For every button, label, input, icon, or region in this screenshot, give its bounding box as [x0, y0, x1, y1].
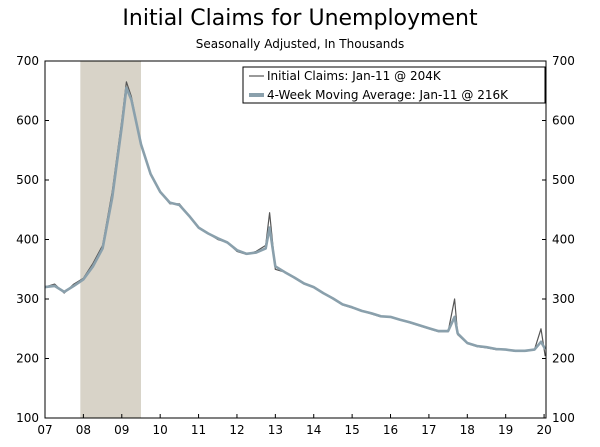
x-tick-label: 10 [153, 423, 168, 437]
x-tick-label: 14 [306, 423, 321, 437]
x-tick-label: 20 [536, 423, 551, 437]
y-tick-label-right: 700 [552, 54, 575, 68]
y-tick-label-right: 600 [552, 114, 575, 128]
x-tick-label: 19 [498, 423, 513, 437]
y-tick-label-right: 400 [552, 233, 575, 247]
recession-shading [80, 61, 141, 418]
x-tick-label: 15 [344, 423, 359, 437]
series-line-moving-average [44, 86, 547, 353]
y-tick-label-right: 100 [552, 411, 575, 425]
x-tick-label: 09 [114, 423, 129, 437]
x-tick-label: 08 [76, 423, 91, 437]
y-tick-label-left: 400 [16, 233, 39, 247]
legend-label-initial-claims: Initial Claims: Jan-11 @ 204K [267, 69, 442, 83]
y-tick-label-left: 300 [16, 292, 39, 306]
y-tick-label-left: 100 [16, 411, 39, 425]
y-tick-label-left: 200 [16, 352, 39, 366]
chart-legend: Initial Claims: Jan-11 @ 204K 4-Week Mov… [242, 66, 546, 104]
x-tick-label: 11 [191, 423, 206, 437]
chart-subtitle: Seasonally Adjusted, In Thousands [195, 37, 405, 51]
legend-box [242, 66, 546, 104]
x-tick-label: 17 [421, 423, 436, 437]
x-tick-label: 16 [383, 423, 398, 437]
x-tick-label: 18 [460, 423, 475, 437]
x-tick-label: 12 [229, 423, 244, 437]
y-tick-label-right: 200 [552, 352, 575, 366]
y-tick-label-left: 600 [16, 114, 39, 128]
y-tick-label-left: 700 [16, 54, 39, 68]
chart-title: Initial Claims for Unemployment [122, 6, 478, 31]
legend-label-moving-average: 4-Week Moving Average: Jan-11 @ 216K [267, 88, 509, 102]
x-tick-label: 07 [37, 423, 52, 437]
y-tick-label-right: 300 [552, 292, 575, 306]
x-tick-label: 13 [268, 423, 283, 437]
y-tick-label-left: 500 [16, 173, 39, 187]
y-tick-label-right: 500 [552, 173, 575, 187]
